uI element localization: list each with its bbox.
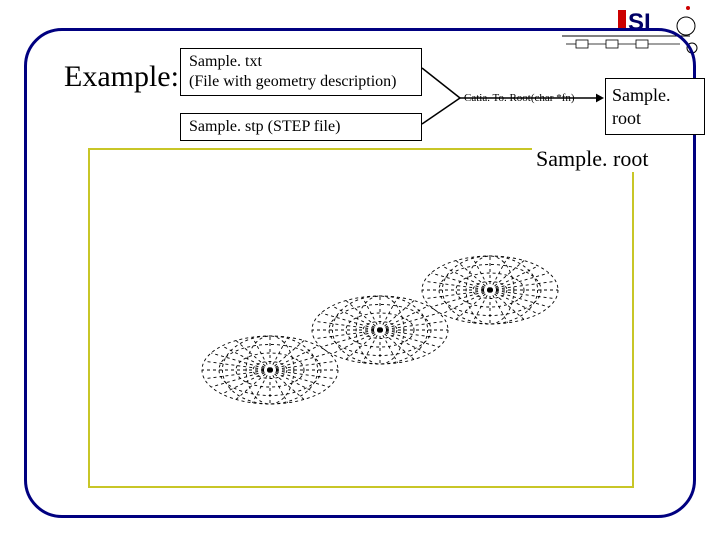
wireframe-ellipses [0, 0, 720, 540]
